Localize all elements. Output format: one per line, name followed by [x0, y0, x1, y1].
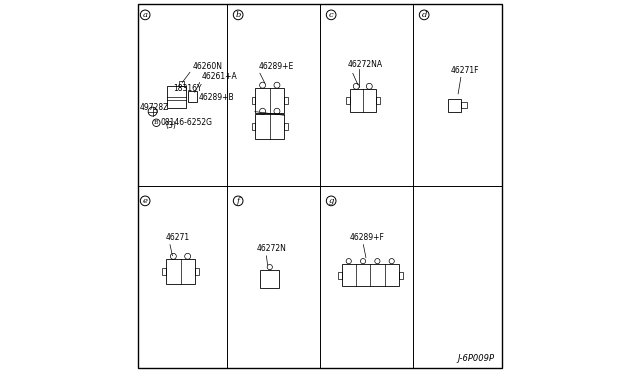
Text: c: c [329, 11, 333, 19]
Circle shape [234, 10, 243, 20]
Text: (3): (3) [166, 121, 177, 130]
Bar [188, 91, 197, 102]
Text: f: f [237, 197, 240, 205]
Bar [252, 97, 255, 104]
Bar [255, 114, 284, 139]
Text: 46271: 46271 [166, 233, 189, 242]
Text: 46289+F: 46289+F [349, 233, 385, 242]
Bar [342, 264, 399, 286]
Bar [163, 268, 166, 275]
Bar [338, 272, 342, 279]
Circle shape [152, 119, 160, 126]
Bar [461, 102, 467, 108]
Text: 46272NA: 46272NA [348, 60, 383, 69]
Text: g: g [328, 197, 334, 205]
Text: 08146-6252G: 08146-6252G [161, 118, 212, 127]
Bar [255, 88, 284, 113]
Bar [195, 268, 198, 275]
Text: 46261+A: 46261+A [202, 72, 237, 81]
Bar [166, 259, 195, 284]
Bar [252, 123, 255, 130]
Circle shape [326, 196, 336, 206]
Circle shape [234, 196, 243, 206]
Text: 46272N: 46272N [257, 244, 287, 253]
Bar [449, 99, 461, 112]
Circle shape [140, 10, 150, 20]
Text: b: b [236, 11, 241, 19]
Text: 46271F: 46271F [450, 65, 479, 74]
Circle shape [326, 10, 336, 20]
Text: d: d [422, 11, 427, 19]
Bar [260, 270, 279, 288]
Text: a: a [143, 11, 148, 19]
Bar [168, 86, 186, 108]
Bar [284, 97, 288, 104]
Circle shape [419, 10, 429, 20]
Text: 18316Y: 18316Y [173, 84, 202, 93]
Text: 46289+E: 46289+E [259, 62, 294, 71]
Text: B: B [154, 120, 159, 125]
Text: 46260N: 46260N [193, 62, 223, 71]
Bar [349, 89, 376, 112]
Text: e: e [143, 197, 148, 205]
Bar [399, 272, 403, 279]
Text: 46289+B: 46289+B [199, 93, 235, 102]
Circle shape [140, 196, 150, 206]
Bar [284, 123, 288, 130]
Text: 49728Z: 49728Z [140, 103, 169, 112]
Bar [179, 81, 184, 86]
Text: J-6P009P: J-6P009P [458, 354, 495, 363]
Bar [376, 97, 380, 104]
Bar [346, 97, 349, 104]
